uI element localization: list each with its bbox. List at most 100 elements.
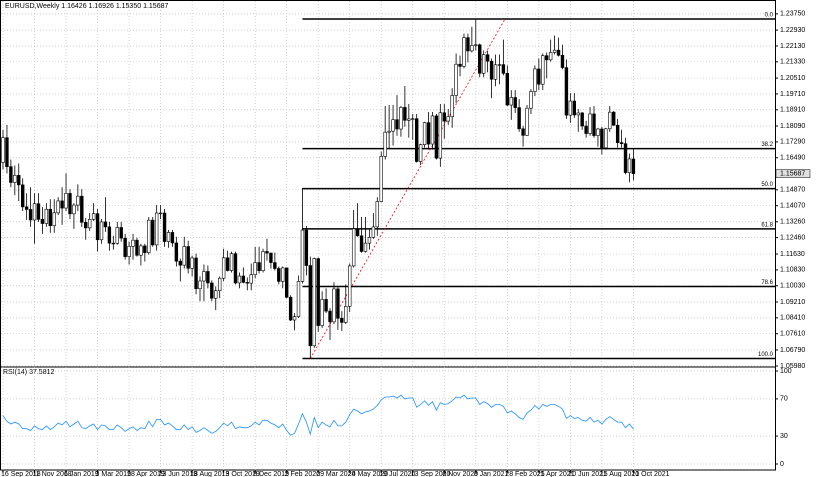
candle-body	[198, 280, 202, 290]
candle-body	[485, 54, 490, 62]
candle-body	[127, 246, 131, 257]
candle-body	[245, 282, 249, 284]
candle-body	[210, 282, 214, 299]
y-tick-label: 1.18910	[780, 107, 805, 114]
candle-body	[336, 288, 340, 319]
y-tick-label: 1.14870	[780, 187, 805, 194]
candle-body	[505, 73, 510, 106]
candle-body	[533, 68, 537, 92]
y-tick-label: 1.21330	[780, 59, 805, 66]
candle-body	[52, 212, 56, 227]
candle-body	[541, 55, 545, 85]
candle-body	[552, 49, 557, 53]
candle-body	[434, 115, 439, 159]
x-tick-label: 15 Aug 2021	[600, 471, 639, 477]
candle-body	[466, 37, 470, 52]
candle-body	[131, 239, 135, 247]
candle-body	[344, 306, 348, 323]
candle-body	[470, 45, 474, 52]
candle-body	[450, 95, 454, 118]
candle-body	[592, 113, 596, 136]
candle-body	[608, 111, 612, 130]
last-close: 1.15687	[143, 3, 168, 10]
candle-body	[115, 227, 119, 244]
candle-body	[355, 228, 360, 237]
candle-body	[387, 130, 391, 133]
price-box	[775, 169, 811, 178]
x-tick-label: 6 Jan 2019	[64, 471, 99, 477]
candle-body	[269, 252, 273, 263]
candle-body	[513, 97, 517, 108]
candle-body	[265, 251, 269, 254]
candle-body	[99, 221, 104, 241]
x-tick-label: 13 Sep 2020	[411, 471, 451, 477]
y-tick-label: 1.14070	[780, 203, 805, 210]
candle-body	[103, 221, 108, 228]
candle-body	[411, 118, 415, 120]
x-tick-label: 19 Jul 2020	[379, 471, 415, 477]
rsi-y-tick-label: 100	[780, 368, 792, 375]
candle-body	[525, 107, 529, 136]
x-tick-label: 25 Apr 2021	[537, 471, 575, 477]
y-tick-label: 1.23750	[780, 11, 805, 18]
candle-body	[143, 245, 147, 253]
candle-body	[521, 128, 525, 136]
candle-body	[399, 107, 403, 130]
candle-body	[564, 67, 569, 116]
fib-label: 78.6	[761, 280, 773, 286]
candle-body	[44, 208, 49, 224]
candle-body	[107, 226, 112, 244]
candle-body	[407, 118, 411, 121]
candle-body	[87, 219, 92, 229]
candle-body	[517, 107, 521, 130]
x-tick-label: 11 Nov 2018	[33, 471, 72, 477]
candle-body	[328, 310, 332, 323]
y-tick-label: 1.19710	[780, 91, 805, 98]
candle-body	[139, 245, 143, 256]
candle-body	[529, 91, 533, 109]
rsi-label: RSI(14) 37.5812	[3, 369, 54, 376]
candle-body	[1, 137, 5, 163]
candle-body	[56, 200, 60, 214]
candle-body	[548, 52, 553, 61]
x-tick-label: 29 Mar 2020	[316, 471, 355, 477]
candle-body	[218, 277, 222, 291]
candle-body	[560, 54, 565, 68]
candle-body	[174, 242, 179, 262]
x-tick-label: 8 Nov 2020	[442, 471, 478, 477]
candle-body	[418, 144, 423, 162]
candle-body	[296, 281, 301, 317]
rsi-last: 37.5812	[29, 369, 54, 376]
candle-body	[17, 175, 21, 186]
candle-body	[414, 118, 419, 162]
candle-body	[446, 116, 450, 122]
x-tick-label: 18 Aug 2019	[190, 471, 229, 477]
fib-label: 50.0	[761, 182, 773, 188]
candle-body	[584, 125, 588, 134]
rsi-line	[2, 394, 634, 436]
y-tick-label: 1.12460	[780, 234, 805, 241]
y-tick-label: 1.10830	[780, 267, 805, 274]
candle-body	[371, 226, 376, 238]
candle-body	[76, 195, 80, 206]
candle-body	[545, 55, 549, 61]
y-tick-label: 1.05980	[780, 363, 805, 370]
x-tick-label: 8 Dec 2019	[253, 471, 289, 477]
candle-body	[182, 246, 186, 266]
rsi-name: RSI(14)	[3, 369, 27, 376]
y-tick-label: 1.16490	[780, 155, 805, 162]
candle-body	[221, 257, 226, 279]
candle-body	[537, 68, 541, 85]
candle-body	[13, 175, 17, 183]
candle-body	[9, 166, 13, 183]
candle-body	[158, 212, 163, 215]
candle-body	[631, 158, 636, 174]
y-tick-label: 1.10030	[780, 283, 805, 290]
rsi-y-tick-label: 0	[780, 461, 784, 468]
candle-body	[5, 137, 9, 167]
candle-body	[202, 271, 206, 282]
candle-body	[257, 262, 261, 271]
candle-body	[190, 257, 194, 269]
candle-body	[493, 64, 498, 80]
